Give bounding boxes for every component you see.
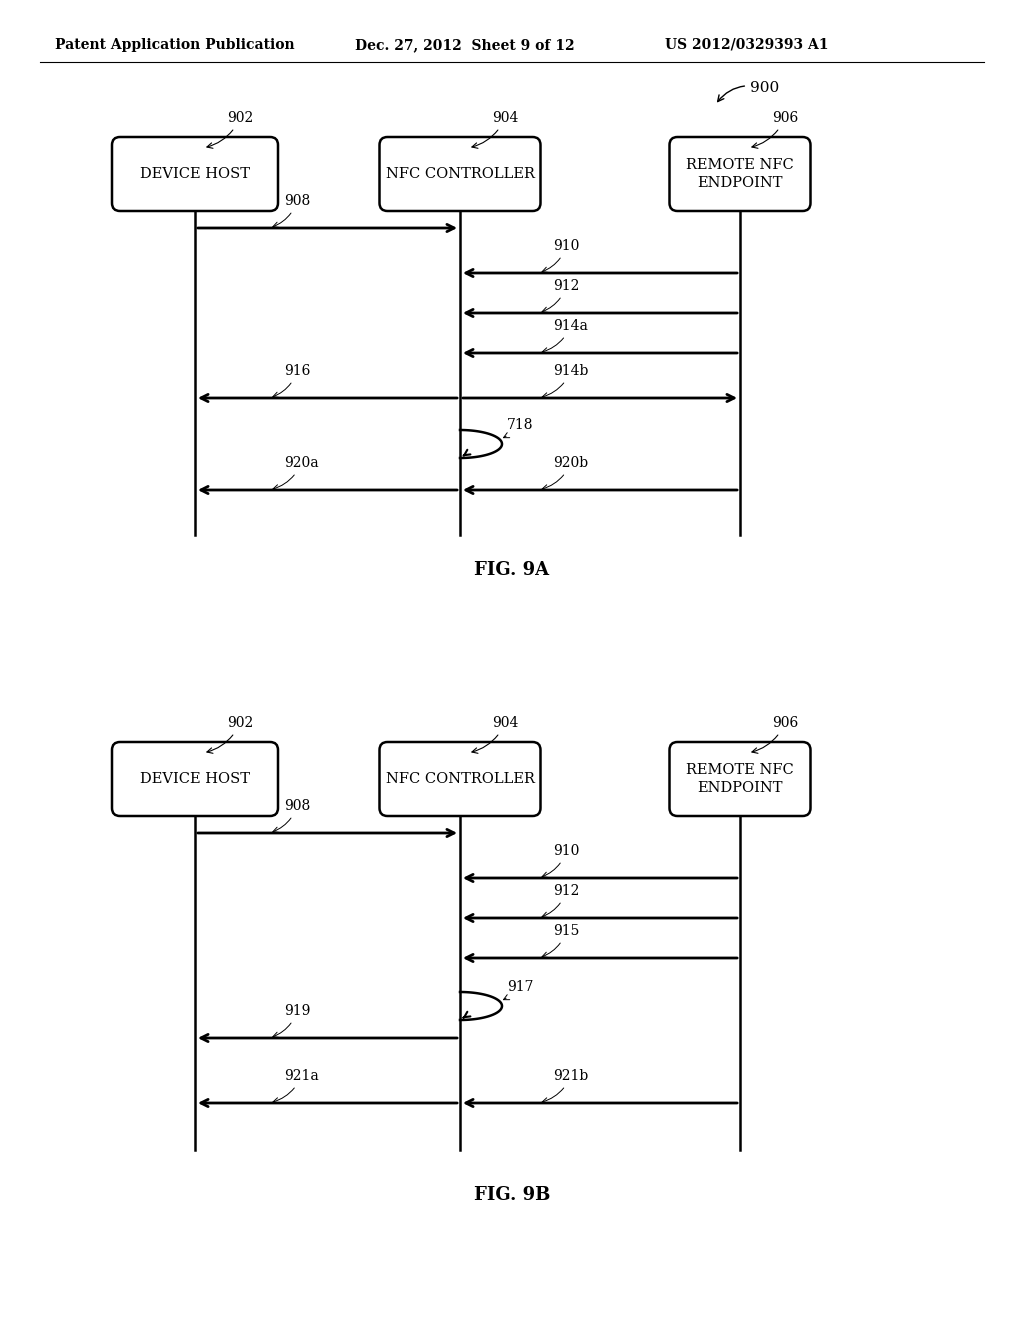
Text: DEVICE HOST: DEVICE HOST	[140, 168, 250, 181]
Text: 906: 906	[752, 715, 799, 754]
FancyBboxPatch shape	[112, 742, 278, 816]
Text: 910: 910	[542, 239, 580, 272]
Text: FIG. 9B: FIG. 9B	[474, 1185, 550, 1204]
Text: NFC CONTROLLER: NFC CONTROLLER	[386, 168, 535, 181]
Text: REMOTE NFC: REMOTE NFC	[686, 763, 794, 777]
Text: 921a: 921a	[273, 1069, 318, 1104]
Text: 912: 912	[542, 279, 580, 313]
Text: 920b: 920b	[542, 455, 589, 490]
Text: 908: 908	[272, 194, 310, 227]
Text: 920a: 920a	[273, 455, 318, 490]
Text: DEVICE HOST: DEVICE HOST	[140, 772, 250, 785]
Text: 910: 910	[542, 843, 580, 878]
Text: REMOTE NFC: REMOTE NFC	[686, 158, 794, 172]
FancyBboxPatch shape	[670, 137, 811, 211]
Text: 919: 919	[272, 1005, 310, 1038]
Text: 902: 902	[207, 111, 253, 148]
Text: 904: 904	[472, 715, 518, 754]
Text: 902: 902	[207, 715, 253, 754]
FancyBboxPatch shape	[380, 742, 541, 816]
Text: 906: 906	[752, 111, 799, 148]
Text: NFC CONTROLLER: NFC CONTROLLER	[386, 772, 535, 785]
FancyBboxPatch shape	[112, 137, 278, 211]
Text: Patent Application Publication: Patent Application Publication	[55, 38, 295, 51]
Text: 914a: 914a	[542, 319, 588, 354]
Text: US 2012/0329393 A1: US 2012/0329393 A1	[665, 38, 828, 51]
Text: 912: 912	[542, 884, 580, 917]
Text: FIG. 9A: FIG. 9A	[474, 561, 550, 579]
Text: ENDPOINT: ENDPOINT	[697, 176, 782, 190]
Text: Dec. 27, 2012  Sheet 9 of 12: Dec. 27, 2012 Sheet 9 of 12	[355, 38, 574, 51]
Text: 921b: 921b	[542, 1069, 589, 1104]
Text: 916: 916	[272, 364, 310, 397]
Text: 904: 904	[472, 111, 518, 148]
Text: ENDPOINT: ENDPOINT	[697, 781, 782, 795]
Text: 718: 718	[504, 418, 534, 438]
FancyBboxPatch shape	[380, 137, 541, 211]
Text: 915: 915	[542, 924, 580, 957]
Text: 914b: 914b	[542, 364, 589, 399]
Text: 900: 900	[718, 81, 779, 102]
FancyBboxPatch shape	[670, 742, 811, 816]
Text: 917: 917	[504, 979, 534, 999]
Text: 908: 908	[272, 799, 310, 833]
